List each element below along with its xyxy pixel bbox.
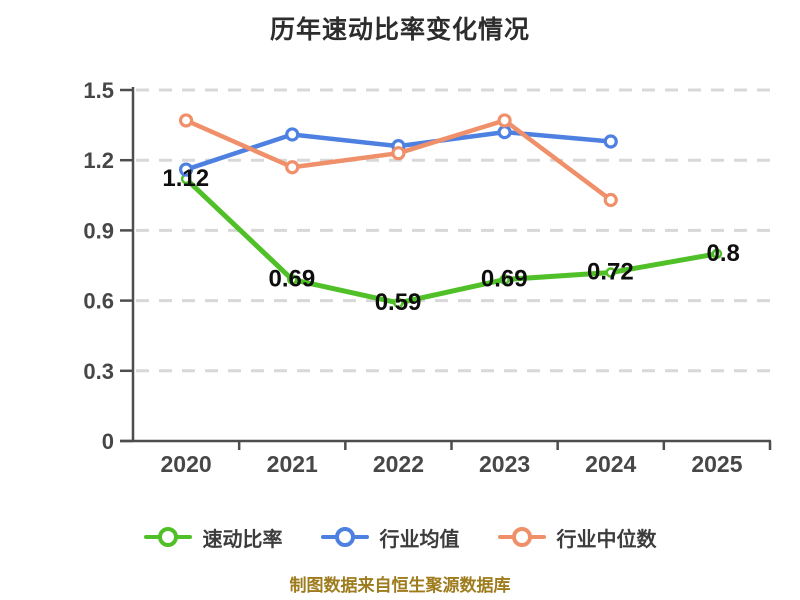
svg-text:2024: 2024 bbox=[585, 451, 636, 477]
svg-text:0.8: 0.8 bbox=[707, 240, 740, 267]
legend-item-industry-average[interactable]: 行业均值 bbox=[320, 523, 460, 552]
legend-item-quick-ratio[interactable]: 速动比率 bbox=[143, 523, 283, 552]
chart-footer-source: 制图数据来自恒生聚源数据库 bbox=[289, 576, 511, 595]
svg-text:2020: 2020 bbox=[160, 451, 211, 477]
svg-text:0.69: 0.69 bbox=[481, 266, 528, 293]
legend-label-industry-average: 行业均值 bbox=[379, 528, 460, 551]
svg-text:2025: 2025 bbox=[691, 451, 742, 477]
svg-text:0: 0 bbox=[102, 429, 114, 454]
legend-item-industry-median[interactable]: 行业中位数 bbox=[497, 523, 657, 552]
svg-text:2021: 2021 bbox=[267, 451, 318, 477]
svg-text:0.6: 0.6 bbox=[83, 289, 114, 314]
svg-text:0.3: 0.3 bbox=[83, 359, 114, 384]
svg-text:1.2: 1.2 bbox=[83, 148, 114, 173]
svg-text:0.59: 0.59 bbox=[375, 289, 422, 316]
legend-marker-industry-average-icon bbox=[320, 525, 369, 549]
svg-text:2023: 2023 bbox=[479, 451, 530, 477]
line-chart-plot-area: 0 0.3 0.6 0.9 1.2 1.5 2020 2021 2022 2023 2024 2025… bbox=[83, 78, 772, 477]
svg-text:2022: 2022 bbox=[373, 451, 424, 477]
svg-text:0.9: 0.9 bbox=[83, 218, 114, 243]
legend-label-quick-ratio: 速动比率 bbox=[202, 528, 283, 551]
legend-marker-industry-median-icon bbox=[497, 525, 546, 549]
legend-label-industry-median: 行业中位数 bbox=[556, 528, 657, 551]
legend: 速动比率 行业均值 行业中位数 bbox=[0, 521, 800, 553]
chart-title: 历年速动比率变化情况 bbox=[269, 16, 530, 44]
svg-text:1.12: 1.12 bbox=[162, 165, 209, 192]
legend-marker-quick-ratio-icon bbox=[143, 525, 192, 549]
svg-text:0.69: 0.69 bbox=[269, 266, 316, 293]
svg-text:0.72: 0.72 bbox=[587, 259, 634, 286]
svg-text:1.5: 1.5 bbox=[83, 78, 114, 103]
